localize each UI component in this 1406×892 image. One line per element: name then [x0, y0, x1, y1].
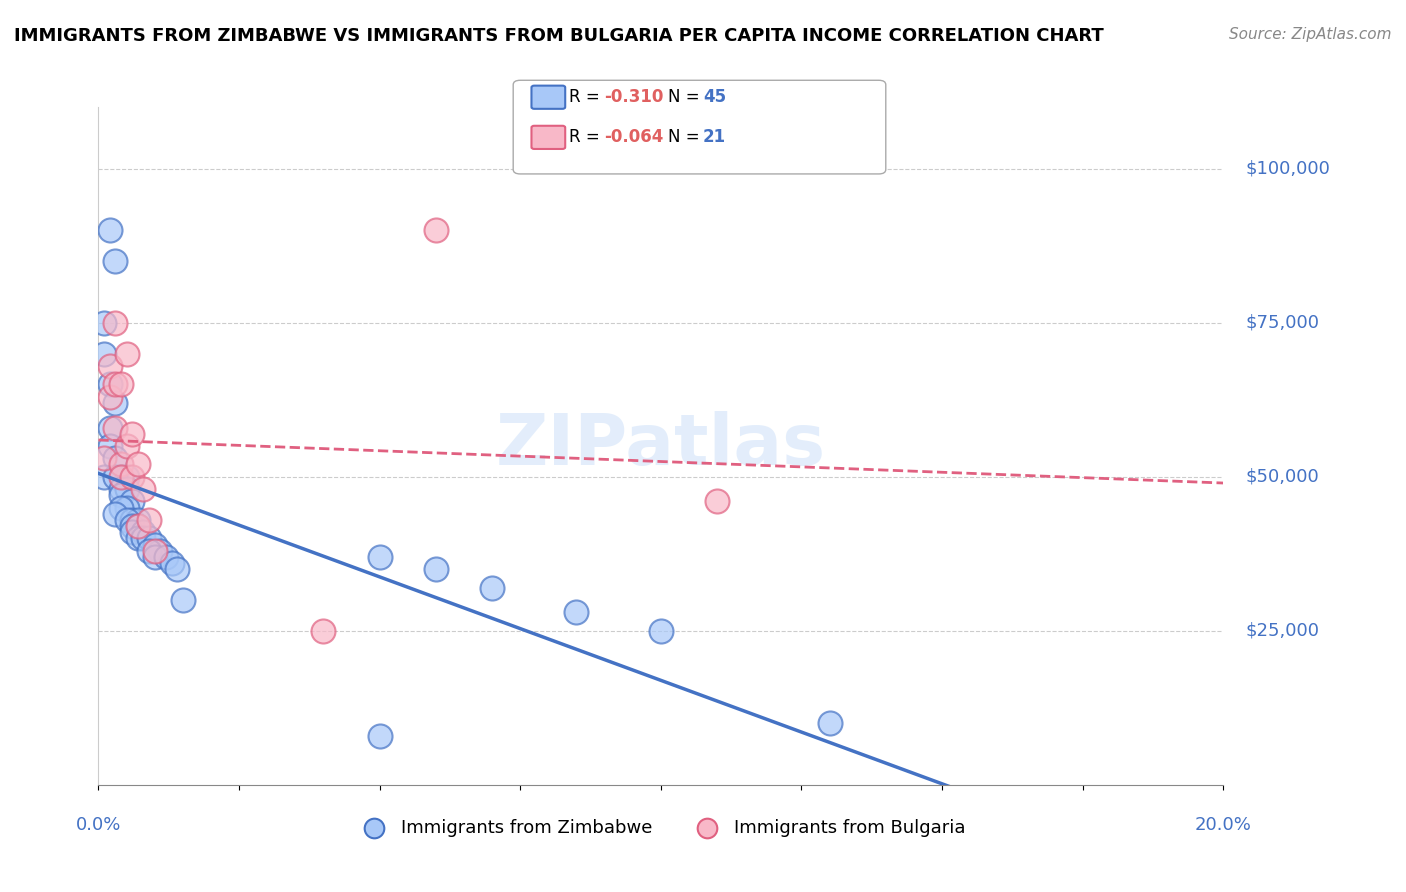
Point — [110, 470, 132, 484]
Point — [650, 624, 672, 638]
Point — [110, 458, 132, 472]
Point — [98, 223, 121, 237]
Text: 0.0%: 0.0% — [76, 815, 121, 833]
Point — [115, 500, 138, 515]
Legend: Immigrants from Zimbabwe, Immigrants from Bulgaria: Immigrants from Zimbabwe, Immigrants fro… — [349, 812, 973, 844]
Point — [104, 316, 127, 330]
Point — [127, 458, 149, 472]
Point — [127, 532, 149, 546]
Point — [818, 716, 841, 731]
Point — [104, 420, 127, 434]
Point — [166, 562, 188, 576]
Point — [121, 513, 143, 527]
Point — [115, 346, 138, 360]
Point — [121, 494, 143, 508]
Point — [115, 482, 138, 496]
Point — [104, 396, 127, 410]
Point — [110, 377, 132, 392]
Point — [425, 223, 447, 237]
Point — [98, 439, 121, 453]
Point — [127, 513, 149, 527]
Point — [172, 593, 194, 607]
Point — [104, 470, 127, 484]
Point — [149, 543, 172, 558]
Point — [110, 482, 132, 496]
Text: 45: 45 — [703, 88, 725, 106]
Point — [155, 549, 177, 564]
Point — [132, 532, 155, 546]
Point — [110, 488, 132, 502]
Point — [368, 549, 391, 564]
Point — [368, 729, 391, 743]
Text: R =: R = — [569, 88, 606, 106]
Point — [98, 390, 121, 404]
Point — [93, 451, 115, 466]
Point — [143, 543, 166, 558]
Point — [121, 470, 143, 484]
Point — [121, 426, 143, 441]
Point — [98, 377, 121, 392]
Point — [706, 494, 728, 508]
Point — [104, 451, 127, 466]
Point — [132, 525, 155, 540]
Point — [127, 519, 149, 533]
Text: -0.064: -0.064 — [605, 128, 664, 146]
Text: N =: N = — [668, 88, 704, 106]
Text: -0.310: -0.310 — [605, 88, 664, 106]
Text: ZIPatlas: ZIPatlas — [496, 411, 825, 481]
Point — [115, 513, 138, 527]
Point — [121, 519, 143, 533]
Point — [138, 513, 160, 527]
Point — [115, 470, 138, 484]
Point — [127, 519, 149, 533]
Point — [93, 470, 115, 484]
Point — [98, 420, 121, 434]
Point — [104, 254, 127, 268]
Text: $50,000: $50,000 — [1246, 467, 1319, 486]
Text: 21: 21 — [703, 128, 725, 146]
Point — [565, 606, 588, 620]
Point — [93, 346, 115, 360]
Point — [143, 538, 166, 552]
Point — [110, 500, 132, 515]
Text: $75,000: $75,000 — [1246, 314, 1320, 332]
Text: $25,000: $25,000 — [1246, 622, 1320, 640]
Point — [98, 359, 121, 373]
Point — [121, 525, 143, 540]
Text: Source: ZipAtlas.com: Source: ZipAtlas.com — [1229, 27, 1392, 42]
Point — [104, 507, 127, 521]
Point — [93, 316, 115, 330]
Text: N =: N = — [668, 128, 704, 146]
Text: R =: R = — [569, 128, 606, 146]
Point — [115, 439, 138, 453]
Point — [425, 562, 447, 576]
Point — [143, 549, 166, 564]
Point — [110, 470, 132, 484]
Text: 20.0%: 20.0% — [1195, 815, 1251, 833]
Point — [104, 377, 127, 392]
Point — [312, 624, 335, 638]
Point — [138, 532, 160, 546]
Point — [132, 482, 155, 496]
Point — [138, 543, 160, 558]
Point — [481, 581, 503, 595]
Text: IMMIGRANTS FROM ZIMBABWE VS IMMIGRANTS FROM BULGARIA PER CAPITA INCOME CORRELATI: IMMIGRANTS FROM ZIMBABWE VS IMMIGRANTS F… — [14, 27, 1104, 45]
Point — [160, 556, 183, 570]
Text: $100,000: $100,000 — [1246, 160, 1330, 178]
